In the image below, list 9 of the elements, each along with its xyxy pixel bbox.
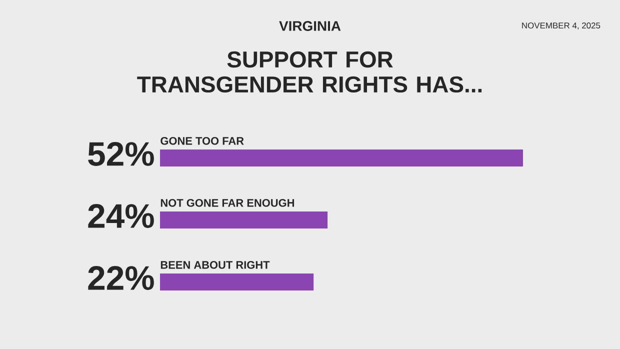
y-tick-label: NOT GONE FAR ENOUGH (160, 199, 294, 207)
chart-title: SUPPORT FOR TRANSGENDER RIGHTS HAS... (137, 51, 482, 93)
text: NOVEMBER 4, 2025 (522, 22, 600, 30)
text: VIRGINIA (279, 21, 341, 31)
data-label: 22% (88, 266, 154, 290)
y-tick-label: BEEN ABOUT RIGHT (160, 261, 270, 269)
data-label: 24% (88, 204, 154, 228)
data-label: 52% (88, 142, 154, 166)
y-tick-label: GONE TOO FAR (160, 137, 244, 145)
